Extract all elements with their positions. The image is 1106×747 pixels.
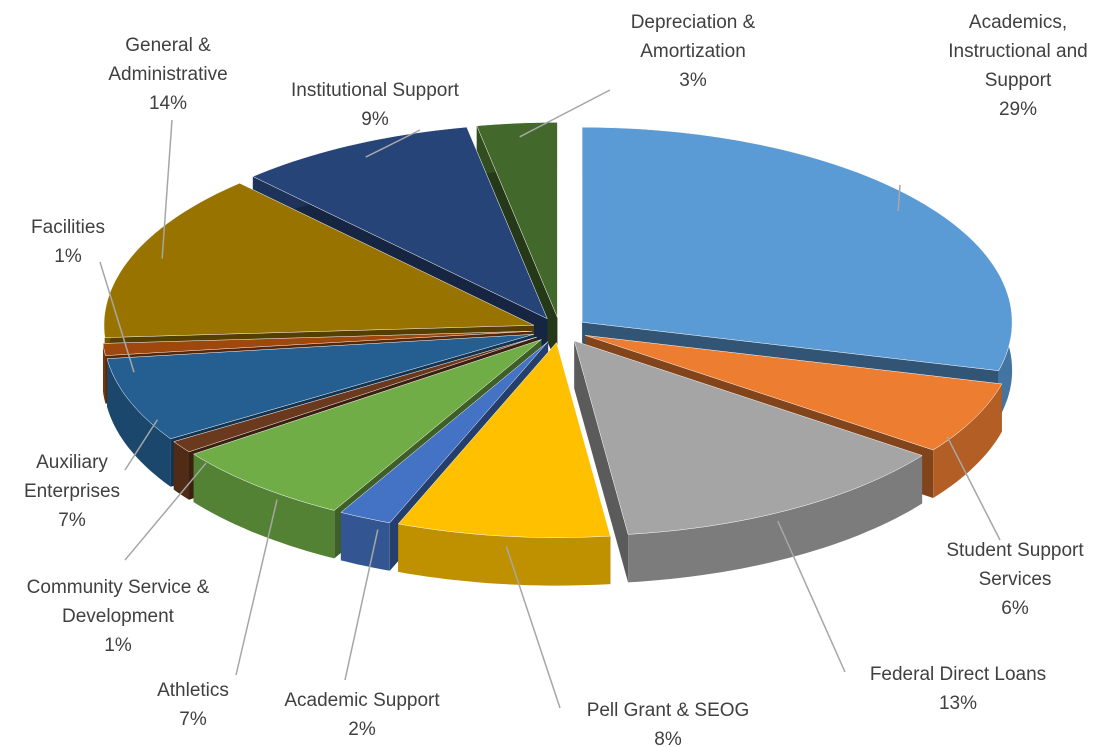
value-label: 2% xyxy=(348,719,376,740)
slice-wall xyxy=(173,441,189,500)
slice-wall xyxy=(103,343,106,404)
slice-label: Auxiliary Enterprises 7% xyxy=(7,448,137,535)
category-name: Athletics xyxy=(157,680,229,701)
category-name: Auxiliary Enterprises xyxy=(23,452,121,502)
leader-line xyxy=(519,89,611,138)
category-name: Student Support Services xyxy=(946,540,1084,590)
category-name: Institutional Support xyxy=(291,80,459,101)
slice-label: Student Support Services 6% xyxy=(930,536,1100,623)
slice-top xyxy=(581,126,1013,371)
slice-top xyxy=(106,334,534,440)
value-label: 29% xyxy=(998,99,1038,120)
slice xyxy=(573,340,923,583)
value-label: 6% xyxy=(1001,598,1029,619)
slice-label: General & Administrative 14% xyxy=(93,31,243,118)
category-name: Academics, Instructional and Support xyxy=(948,12,1088,91)
slice-wall xyxy=(398,523,611,586)
slice-label: Community Service & Development 1% xyxy=(0,573,238,660)
slice-label: Institutional Support 9% xyxy=(255,76,495,134)
leader-line xyxy=(124,419,159,471)
slice-top xyxy=(573,340,923,535)
slice-top xyxy=(340,341,549,524)
slice-top xyxy=(173,336,537,453)
slice-label: Depreciation & Amortization 3% xyxy=(603,8,783,95)
slice-label: Facilities 1% xyxy=(13,213,123,271)
category-name: Facilities xyxy=(31,217,105,238)
slice-side xyxy=(574,340,629,583)
category-name: Academic Support xyxy=(284,690,440,711)
leader-line xyxy=(161,119,173,259)
category-name: General & Administrative xyxy=(108,35,228,85)
slice-top xyxy=(397,342,611,538)
slice-wall xyxy=(193,454,335,559)
leader-line xyxy=(365,129,421,158)
value-label: 1% xyxy=(54,246,82,267)
slice-label: Athletics 7% xyxy=(128,676,258,734)
category-name: Federal Direct Loans xyxy=(869,664,1047,685)
value-label: 3% xyxy=(679,70,707,91)
leader-line xyxy=(124,462,207,561)
slice-top xyxy=(102,330,533,356)
value-label: 1% xyxy=(104,635,132,656)
slice-wall xyxy=(933,383,1002,498)
leader-line xyxy=(344,529,379,681)
leader-line xyxy=(777,520,846,673)
category-name: Depreciation & Amortization xyxy=(630,12,756,62)
slice-label: Academic Support 2% xyxy=(252,686,472,744)
slice-top xyxy=(252,126,548,320)
value-label: 14% xyxy=(148,93,188,114)
value-label: 7% xyxy=(179,709,207,730)
category-name: Community Service & Development xyxy=(26,577,210,627)
slice-wall xyxy=(107,358,171,487)
slice-label: Academics, Instructional and Support 29% xyxy=(928,8,1106,124)
category-name: Pell Grant & SEOG xyxy=(586,700,750,721)
leader-line xyxy=(235,499,278,676)
value-label: 13% xyxy=(938,693,978,714)
value-label: 7% xyxy=(58,510,86,531)
slice-top xyxy=(193,339,542,511)
slice-wall xyxy=(340,512,390,571)
leader-line xyxy=(897,184,901,212)
slice-top xyxy=(476,122,558,318)
leader-line xyxy=(505,546,561,709)
leader-line xyxy=(99,261,135,373)
leader-line xyxy=(946,436,1001,541)
value-label: 9% xyxy=(361,109,389,130)
value-label: 8% xyxy=(654,729,682,747)
slice-label: Federal Direct Loans 13% xyxy=(838,660,1078,718)
slice-wall xyxy=(628,455,923,583)
slice-top xyxy=(103,182,535,338)
slice-label: Pell Grant & SEOG 8% xyxy=(558,696,778,747)
slice-top xyxy=(585,335,1003,451)
slice xyxy=(397,342,611,586)
